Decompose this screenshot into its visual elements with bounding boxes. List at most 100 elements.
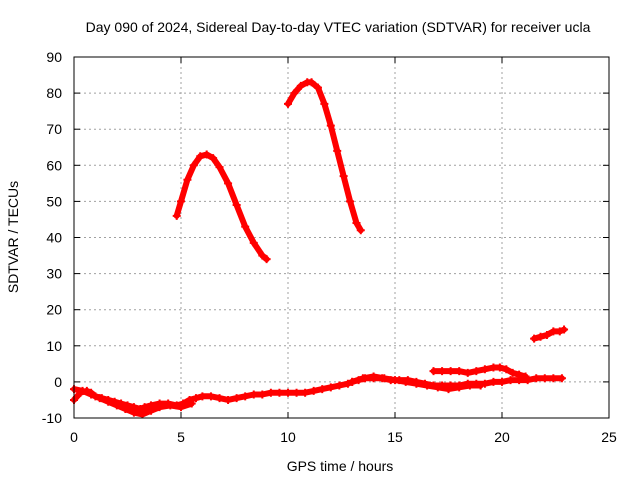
series-pass-1 bbox=[172, 150, 271, 264]
plot-frame bbox=[73, 56, 610, 419]
data-point bbox=[369, 372, 378, 381]
data-point bbox=[166, 401, 175, 410]
data-point bbox=[290, 89, 299, 98]
data-point bbox=[352, 219, 361, 228]
series-low-1 bbox=[70, 374, 566, 413]
data-point bbox=[95, 394, 104, 403]
data-point bbox=[189, 161, 198, 170]
series-low-3 bbox=[429, 363, 530, 381]
data-point bbox=[301, 388, 310, 397]
data-point bbox=[140, 403, 149, 412]
x-axis-label: GPS time / hours bbox=[287, 458, 394, 474]
y-tick-label: -10 bbox=[42, 410, 62, 426]
data-point bbox=[224, 395, 233, 404]
data-point bbox=[202, 150, 211, 159]
x-tick-label: 0 bbox=[70, 429, 78, 445]
data-point bbox=[307, 78, 316, 87]
data-point bbox=[333, 146, 342, 155]
x-tick-label: 5 bbox=[177, 429, 185, 445]
data-point bbox=[172, 211, 181, 220]
data-point bbox=[335, 381, 344, 390]
data-point bbox=[224, 179, 233, 188]
data-point bbox=[549, 374, 558, 383]
x-tick-label: 10 bbox=[280, 429, 296, 445]
data-point bbox=[309, 386, 318, 395]
data-point bbox=[258, 251, 267, 260]
series-line bbox=[173, 151, 270, 263]
data-point bbox=[249, 390, 258, 399]
y-tick-label: 40 bbox=[46, 230, 62, 246]
data-point bbox=[296, 81, 305, 90]
data-point bbox=[391, 376, 399, 385]
data-point bbox=[241, 222, 250, 231]
data-point bbox=[339, 172, 348, 181]
data-point bbox=[423, 381, 432, 390]
data-point bbox=[232, 394, 241, 403]
data-point bbox=[438, 367, 447, 376]
y-tick-label: 70 bbox=[46, 121, 62, 137]
data-point bbox=[465, 381, 474, 390]
data-point bbox=[147, 406, 156, 415]
data-point bbox=[480, 365, 489, 374]
data-point bbox=[380, 374, 389, 383]
data-point bbox=[129, 408, 138, 417]
data-point bbox=[198, 392, 207, 401]
data-point bbox=[346, 197, 355, 206]
data-point bbox=[412, 379, 421, 388]
data-point bbox=[326, 121, 335, 130]
data-point bbox=[429, 367, 438, 376]
data-point bbox=[196, 152, 205, 161]
x-tick-label: 20 bbox=[494, 429, 510, 445]
data-point bbox=[532, 374, 541, 383]
data-point bbox=[318, 385, 327, 394]
data-point bbox=[320, 99, 329, 108]
data-point bbox=[241, 392, 250, 401]
data-point bbox=[455, 367, 464, 376]
data-point bbox=[356, 226, 365, 235]
data-point bbox=[560, 325, 569, 334]
y-tick-label: 20 bbox=[46, 302, 62, 318]
y-tick-label: 60 bbox=[46, 157, 62, 173]
y-tick-label: 90 bbox=[46, 49, 62, 65]
data-point bbox=[530, 334, 539, 343]
data-point bbox=[455, 383, 464, 392]
data-point bbox=[292, 388, 301, 397]
data-point bbox=[266, 388, 275, 397]
data-point bbox=[249, 238, 258, 247]
data-point bbox=[183, 175, 192, 184]
data-point bbox=[476, 381, 485, 390]
data-point bbox=[472, 367, 481, 376]
data-point bbox=[463, 368, 472, 377]
data-point bbox=[521, 372, 530, 381]
chart-title: Day 090 of 2024, Sidereal Day-to-day VTE… bbox=[86, 19, 591, 35]
data-point bbox=[489, 377, 498, 386]
data-point bbox=[540, 374, 549, 383]
data-point bbox=[326, 383, 335, 392]
data-point bbox=[502, 365, 511, 374]
y-tick-label: 0 bbox=[54, 374, 62, 390]
y-tick-label: 50 bbox=[46, 193, 62, 209]
y-tick-label: 10 bbox=[46, 338, 62, 354]
data-point bbox=[258, 390, 267, 399]
data-point bbox=[348, 377, 357, 386]
data-point bbox=[215, 163, 224, 172]
x-tick-label: 15 bbox=[387, 429, 403, 445]
data-point bbox=[121, 404, 130, 413]
x-tick-label: 25 bbox=[601, 429, 617, 445]
data-point bbox=[209, 154, 218, 163]
data-point bbox=[508, 368, 517, 377]
data-point bbox=[138, 410, 147, 419]
data-point bbox=[284, 388, 292, 397]
data-point bbox=[206, 392, 215, 401]
data-point bbox=[506, 376, 515, 385]
data-point bbox=[177, 197, 185, 206]
data-point bbox=[358, 374, 367, 383]
data-point bbox=[433, 383, 442, 392]
series-low-4 bbox=[530, 325, 569, 343]
y-tick-label: 30 bbox=[46, 266, 62, 282]
data-point bbox=[78, 386, 87, 395]
data-point bbox=[284, 99, 292, 108]
y-axis-label: SDTVAR / TECUs bbox=[5, 181, 21, 293]
